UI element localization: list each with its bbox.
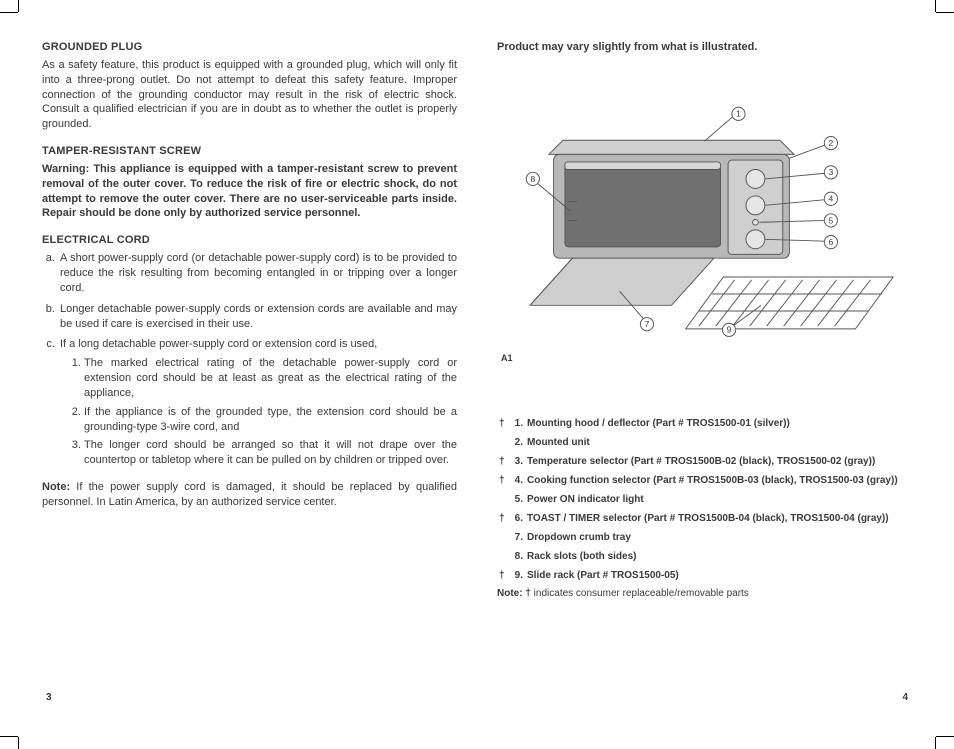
ordered-list-numeric: The marked electrical rating of the deta… xyxy=(60,356,457,468)
heading-electrical-cord: ELECTRICAL CORD xyxy=(42,233,457,248)
list-item: If a long detachable power-supply cord o… xyxy=(58,337,457,468)
paragraph: As a safety feature, this product is equ… xyxy=(42,58,457,132)
parts-list-row: 7.Dropdown crumb tray xyxy=(499,528,912,547)
parts-list-row: 2.Mounted unit xyxy=(499,433,912,452)
svg-text:5: 5 xyxy=(829,215,834,225)
list-item: The marked electrical rating of the deta… xyxy=(84,356,457,401)
svg-text:4: 4 xyxy=(829,193,834,203)
product-vary-note: Product may vary slightly from what is i… xyxy=(497,40,912,55)
list-item: Longer detachable power-supply cords or … xyxy=(58,302,457,332)
crop-mark xyxy=(935,737,936,749)
parts-list-row: 5.Power ON indicator light xyxy=(499,490,912,509)
heading-grounded-plug: GROUNDED PLUG xyxy=(42,40,457,55)
svg-text:6: 6 xyxy=(829,237,834,247)
parts-list-row: †9.Slide rack (Part # TROS1500-05) xyxy=(499,566,912,585)
parts-list: †1.Mounting hood / deflector (Part # TRO… xyxy=(497,414,912,585)
svg-text:2: 2 xyxy=(829,138,834,148)
left-column: GROUNDED PLUG As a safety feature, this … xyxy=(42,40,457,709)
crop-mark xyxy=(0,736,18,737)
parts-list-row: †6.TOAST / TIMER selector (Part # TROS15… xyxy=(499,509,912,528)
svg-text:3: 3 xyxy=(829,167,834,177)
note-text: If the power supply cord is damaged, it … xyxy=(42,481,457,508)
svg-text:7: 7 xyxy=(645,319,650,329)
crop-mark xyxy=(935,0,936,12)
crop-mark xyxy=(0,12,18,13)
right-column: Product may vary slightly from what is i… xyxy=(497,40,912,709)
page-number-right: 4 xyxy=(902,692,908,703)
page-spread: GROUNDED PLUG As a safety feature, this … xyxy=(42,40,912,709)
paragraph-warning: Warning: This appliance is equipped with… xyxy=(42,162,457,221)
svg-text:9: 9 xyxy=(727,325,732,335)
list-item: The longer cord should be arranged so th… xyxy=(84,438,457,468)
heading-tamper-screw: TAMPER-RESISTANT SCREW xyxy=(42,144,457,159)
parts-list-row: 8.Rack slots (both sides) xyxy=(499,547,912,566)
list-item: A short power-supply cord (or detachable… xyxy=(58,251,457,296)
crop-mark xyxy=(18,737,19,749)
product-diagram: 1 2 3 4 5 6 7 8 9 xyxy=(497,81,912,341)
note-label: Note: xyxy=(42,481,70,493)
parts-list-row: †1.Mounting hood / deflector (Part # TRO… xyxy=(499,414,912,433)
parts-list-row: †3.Temperature selector (Part # TROS1500… xyxy=(499,452,912,471)
figure-caption: A1 xyxy=(501,352,912,364)
parts-note: Note: † indicates consumer replaceable/r… xyxy=(497,587,912,601)
svg-text:1: 1 xyxy=(736,109,741,119)
svg-text:8: 8 xyxy=(530,174,535,184)
page-number-left: 3 xyxy=(46,692,52,703)
parts-list-row: †4.Cooking function selector (Part # TRO… xyxy=(499,471,912,490)
list-item: If the appliance is of the grounded type… xyxy=(84,405,457,435)
note: Note: If the power supply cord is damage… xyxy=(42,480,457,510)
crop-mark xyxy=(936,12,954,13)
crop-mark xyxy=(18,0,19,12)
crop-mark xyxy=(936,736,954,737)
ordered-list-alpha: A short power-supply cord (or detachable… xyxy=(42,251,457,468)
